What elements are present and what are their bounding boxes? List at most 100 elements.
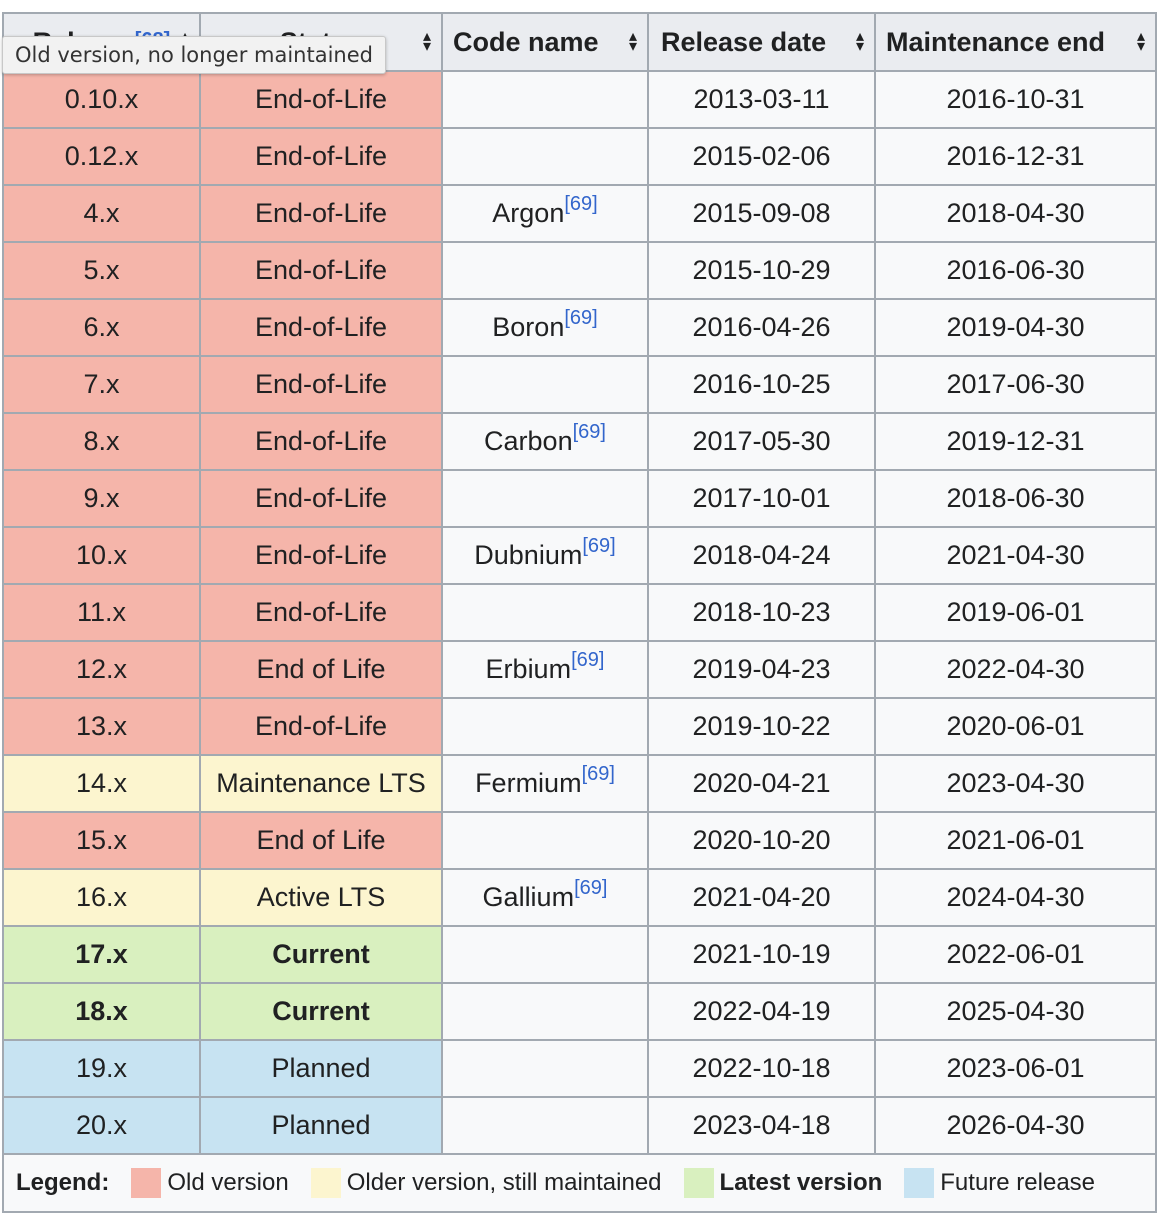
code-name-text: Fermium [475,768,582,798]
legend-item: Latest version [683,1168,883,1198]
status-cell: Current [199,982,443,1041]
status-tooltip: Old version, no longer maintained [2,36,386,74]
release-date-cell: 2016-10-25 [647,355,876,414]
legend-row: Legend: Old version Older version, still … [2,1153,1157,1213]
status-cell: End-of-Life [199,70,443,129]
code-name-cell [441,1096,649,1155]
status-cell: Current [199,925,443,984]
code-name-text: Boron [492,312,565,342]
table-row: 10.x End-of-Life Dubnium[69] 2018-04-24 2021… [2,526,1157,585]
legend-label: Old version [167,1169,289,1196]
code-name-cell [441,127,649,186]
status-cell: Planned [199,1096,443,1155]
column-header-maintenance-end[interactable]: Maintenance end ▴ ▾ [874,12,1157,72]
release-date-cell: 2016-04-26 [647,298,876,357]
table-row: 0.10.x End-of-Life 2013-03-11 2016-10-31 [2,70,1157,129]
code-name-ref-link[interactable]: [69] [574,877,608,899]
release-date-cell: 2023-04-18 [647,1096,876,1155]
code-name-cell: Fermium[69] [441,754,649,813]
release-date-cell: 2019-10-22 [647,697,876,756]
code-name-ref-link[interactable]: [69] [571,649,605,671]
maintenance-end-cell: 2021-04-30 [874,526,1157,585]
status-cell: End-of-Life [199,241,443,300]
maintenance-end-cell: 2026-04-30 [874,1096,1157,1155]
maintenance-end-cell: 2025-04-30 [874,982,1157,1041]
release-cell: 7.x [2,355,201,414]
table-row: 8.x End-of-Life Carbon[69] 2017-05-30 2019-1… [2,412,1157,471]
table-row: 6.x End-of-Life Boron[69] 2016-04-26 2019-04… [2,298,1157,357]
legend-title: Legend: [16,1169,110,1196]
code-name-cell [441,583,649,642]
release-date-cell: 2018-04-24 [647,526,876,585]
code-name-cell [441,925,649,984]
table-row: 7.x End-of-Life 2016-10-25 2017-06-30 [2,355,1157,414]
code-name-text: Carbon [484,426,573,456]
code-name-cell: Dubnium[69] [441,526,649,585]
code-name-cell: Carbon[69] [441,412,649,471]
sort-icon[interactable]: ▴▾ [628,28,637,55]
table-row: 17.x Current 2021-10-19 2022-06-01 [2,925,1157,984]
code-name-text: Dubnium [474,540,583,570]
release-cell: 0.12.x [2,127,201,186]
release-cell: 11.x [2,583,201,642]
maintenance-end-cell: 2021-06-01 [874,811,1157,870]
page-top-strip [0,0,1160,12]
table-row: 16.x Active LTS Gallium[69] 2021-04-20 2024-… [2,868,1157,927]
release-cell: 10.x [2,526,201,585]
legend-label: Future release [940,1169,1096,1196]
code-name-ref-link[interactable]: [69] [564,307,598,329]
status-cell: End-of-Life [199,583,443,642]
table-row: 0.12.x End-of-Life 2015-02-06 2016-12-31 [2,127,1157,186]
table-row: 5.x End-of-Life 2015-10-29 2016-06-30 [2,241,1157,300]
code-name-ref-link[interactable]: [69] [564,193,598,215]
maintenance-end-cell: 2016-06-30 [874,241,1157,300]
status-cell: End-of-Life [199,469,443,528]
code-name-ref-link[interactable]: [69] [582,535,616,557]
maintenance-end-cell: 2019-04-30 [874,298,1157,357]
legend-label: Latest version [719,1169,883,1196]
maintenance-end-cell: 2019-12-31 [874,412,1157,471]
code-name-text: Gallium [482,882,575,912]
legend-swatch [683,1168,714,1198]
table-row: 4.x End-of-Life Argon[69] 2015-09-08 2018-04… [2,184,1157,243]
status-cell: Active LTS [199,868,443,927]
maintenance-end-cell: 2022-04-30 [874,640,1157,699]
release-cell: 16.x [2,868,201,927]
code-name-text: Erbium [485,654,572,684]
table-row: 14.x Maintenance LTS Fermium[69] 2020-04-21… [2,754,1157,813]
maintenance-end-cell: 2018-04-30 [874,184,1157,243]
column-header-code-name[interactable]: Code name ▴ ▾ [441,12,649,72]
release-cell: 20.x [2,1096,201,1155]
release-cell: 8.x [2,412,201,471]
legend-swatch [904,1168,935,1198]
release-cell: 0.10.x [2,70,201,129]
release-date-cell: 2021-10-19 [647,925,876,984]
release-cell: 6.x [2,298,201,357]
table-row: 20.x Planned 2023-04-18 2026-04-30 [2,1096,1157,1155]
column-header-release-date[interactable]: Release date ▴ ▾ [647,12,876,72]
code-name-cell [441,811,649,870]
release-cell: 18.x [2,982,201,1041]
sort-icon[interactable]: ▴▾ [1136,28,1145,55]
code-name-cell [441,1039,649,1098]
code-name-cell: Argon[69] [441,184,649,243]
code-name-cell [441,241,649,300]
release-cell: 14.x [2,754,201,813]
code-name-cell [441,697,649,756]
sort-icon[interactable]: ▴▾ [855,28,864,55]
release-cell: 12.x [2,640,201,699]
code-name-ref-link[interactable]: [69] [572,421,606,443]
status-cell: End of Life [199,811,443,870]
legend-swatch [131,1168,162,1198]
sort-icon[interactable]: ▴▾ [422,28,431,55]
maintenance-end-cell: 2022-06-01 [874,925,1157,984]
code-name-cell [441,70,649,129]
code-name-cell: Boron[69] [441,298,649,357]
code-name-ref-link[interactable]: [69] [581,763,615,785]
table-row: 13.x End-of-Life 2019-10-22 2020-06-01 [2,697,1157,756]
legend-item: Old version [131,1168,289,1198]
legend-swatch [310,1168,341,1198]
column-header-release-date-label: Release date [661,26,827,57]
release-date-cell: 2019-04-23 [647,640,876,699]
table-row: 19.x Planned 2022-10-18 2023-06-01 [2,1039,1157,1098]
